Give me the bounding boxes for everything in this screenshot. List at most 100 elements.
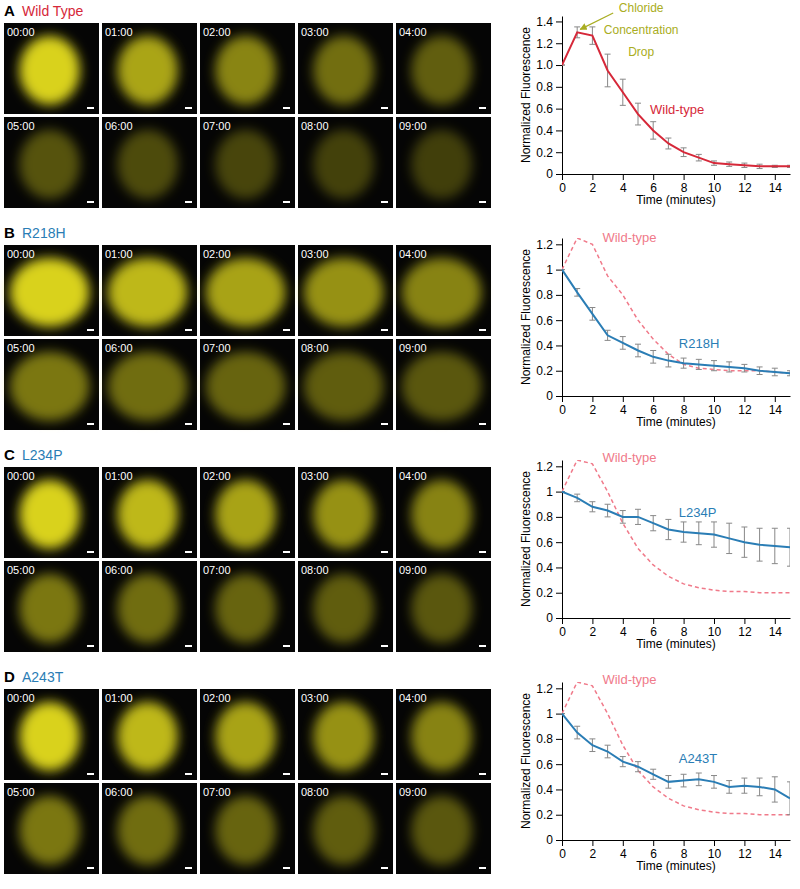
error-bar-cap xyxy=(726,361,732,362)
cell-image xyxy=(215,480,276,549)
frame-background xyxy=(396,467,491,558)
error-bar-cap xyxy=(589,320,595,321)
tick: 12 xyxy=(738,618,752,639)
error-bar-cap xyxy=(696,154,702,155)
image-frame: 08:00 xyxy=(298,117,393,208)
tick-label: 0.6 xyxy=(536,758,553,772)
frame-time: 09:00 xyxy=(399,564,427,576)
cell-image xyxy=(19,36,80,105)
image-frame: 04:00 xyxy=(396,467,491,558)
frame-background xyxy=(200,467,295,558)
tick: 10 xyxy=(708,174,722,195)
axis-line xyxy=(562,461,563,619)
frame-time: 06:00 xyxy=(105,786,133,798)
tick-mark xyxy=(556,130,562,131)
tick-mark xyxy=(653,396,654,402)
error-bar-cap xyxy=(787,566,790,567)
frame-background xyxy=(298,23,393,114)
tick-mark xyxy=(556,714,562,715)
error-bar-cap xyxy=(650,779,656,780)
image-frame: 02:00 xyxy=(200,245,295,336)
frame-time: 03:00 xyxy=(301,26,329,38)
tick-mark xyxy=(623,396,624,402)
error-bar-cap xyxy=(757,561,763,562)
plot-area xyxy=(562,460,790,593)
error-bar-cap xyxy=(681,786,687,787)
error-bar-cap xyxy=(696,160,702,161)
error-bar-cap xyxy=(589,44,595,45)
x-axis: 02468101214 xyxy=(559,618,790,639)
image-frame: 00:00 xyxy=(4,23,99,114)
tick-label: 0.8 xyxy=(536,288,553,302)
cell-image xyxy=(10,352,90,421)
tick-mark xyxy=(592,618,593,624)
series-label: L234P xyxy=(679,505,717,520)
plot-area xyxy=(562,27,790,169)
frame-background xyxy=(102,23,197,114)
cell-image xyxy=(117,796,178,865)
frame-background xyxy=(200,245,295,336)
y-axis: 00.20.40.60.81.01.21.4 xyxy=(536,15,562,182)
cell-image xyxy=(108,352,188,421)
error-bar-cap xyxy=(589,307,595,308)
cell-image xyxy=(19,574,80,643)
error-bar-cap xyxy=(741,526,747,527)
tick: 14 xyxy=(769,840,783,861)
image-frame: 07:00 xyxy=(200,561,295,652)
tick-label: 12 xyxy=(738,181,752,195)
tick-label: 14 xyxy=(769,181,783,195)
image-frame: 09:00 xyxy=(396,339,491,430)
cell-image xyxy=(206,352,286,421)
image-frame: 05:00 xyxy=(4,339,99,430)
tick-mark xyxy=(556,152,562,153)
image-frame: 01:00 xyxy=(102,467,197,558)
tick-mark xyxy=(714,396,715,402)
tick: 1.4 xyxy=(536,15,562,29)
tick-label: 14 xyxy=(769,847,783,861)
error-bar-cap xyxy=(665,148,671,149)
scale-bar xyxy=(87,773,94,775)
cell-image xyxy=(19,702,80,771)
axis-line xyxy=(563,840,791,841)
tick-mark xyxy=(556,764,562,765)
tick: 0.6 xyxy=(536,536,562,550)
error-bar-cap xyxy=(605,745,611,746)
tick-label: 0 xyxy=(559,847,566,861)
error-bar-cap xyxy=(605,516,611,517)
tick-label: 14 xyxy=(769,403,783,417)
tick-mark xyxy=(714,174,715,180)
error-bar-cap xyxy=(772,375,778,376)
tick-mark xyxy=(556,466,562,467)
error-bar-cap xyxy=(772,368,778,369)
frame-background xyxy=(298,561,393,652)
error-bar-cap xyxy=(711,788,717,789)
tick-label: 0 xyxy=(546,611,553,625)
frame-time: 04:00 xyxy=(399,692,427,704)
tick: 0 xyxy=(559,618,566,639)
tick-label: 0 xyxy=(546,833,553,847)
plot-area xyxy=(562,238,790,376)
cell-image xyxy=(19,796,80,865)
tick: 0.8 xyxy=(536,288,562,302)
image-frame: 04:00 xyxy=(396,245,491,336)
frame-background xyxy=(102,783,197,874)
image-frame: 02:00 xyxy=(200,689,295,780)
error-bar-cap xyxy=(787,814,790,815)
error-bar-cap xyxy=(711,547,717,548)
cell-image xyxy=(304,352,384,421)
frame-time: 07:00 xyxy=(203,120,231,132)
error-bar-cap xyxy=(696,773,702,774)
frame-time: 06:00 xyxy=(105,564,133,576)
tick-mark xyxy=(556,21,562,22)
tick-label: 4 xyxy=(620,625,627,639)
tick: 8 xyxy=(681,174,688,195)
tick: 12 xyxy=(738,174,752,195)
error-bar-cap xyxy=(681,147,687,148)
error-bar-cap xyxy=(589,511,595,512)
error-bar-cap xyxy=(711,165,717,166)
frame-background xyxy=(200,561,295,652)
frame-time: 04:00 xyxy=(399,470,427,482)
tick-label: 0 xyxy=(546,389,553,403)
frame-time: 09:00 xyxy=(399,120,427,132)
tick-label: 4 xyxy=(620,181,627,195)
